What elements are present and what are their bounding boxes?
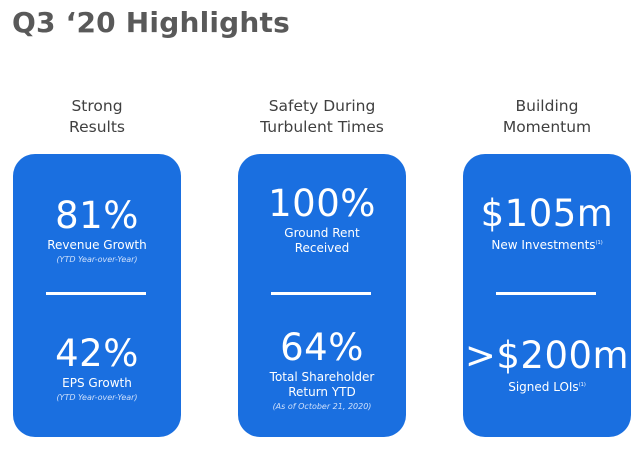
highlight-column-momentum: Building Momentum $105m New Investments(… xyxy=(463,96,631,437)
metric-label-wrapper: New Investments(1) xyxy=(463,236,631,253)
metric-note: (YTD Year-over-Year) xyxy=(56,393,138,402)
metric-new-investments: $105m New Investments(1) xyxy=(463,192,631,253)
metric-note: (As of October 21, 2020) xyxy=(272,402,372,411)
metric-label: Ground Rent Received xyxy=(284,226,360,255)
metric-revenue-growth: 81% Revenue Growth (YTD Year-over-Year) xyxy=(13,194,181,265)
card-divider xyxy=(496,292,596,295)
highlight-column-strong-results: Strong Results 81% Revenue Growth (YTD Y… xyxy=(13,96,181,437)
metric-value: 42% xyxy=(55,332,139,375)
metric-value: $105m xyxy=(480,192,614,235)
slide-title: Q3 ‘20 Highlights xyxy=(12,6,291,39)
metric-label: Revenue Growth xyxy=(47,238,147,252)
metric-value: >$200m xyxy=(464,334,630,377)
column-heading: Safety During Turbulent Times xyxy=(260,97,384,136)
metric-eps-growth: 42% EPS Growth (YTD Year-over-Year) xyxy=(13,332,181,403)
column-heading: Building Momentum xyxy=(502,97,592,136)
highlight-column-safety: Safety During Turbulent Times 100% Groun… xyxy=(238,96,406,437)
metric-label: Total Shareholder Return YTD xyxy=(269,370,375,399)
footnote-marker: (1) xyxy=(578,382,586,388)
metric-value: 64% xyxy=(280,326,364,369)
metric-value: 81% xyxy=(55,194,139,237)
metric-signed-lois: >$200m Signed LOIs(1) xyxy=(463,334,631,395)
metric-label: EPS Growth xyxy=(62,376,132,390)
metric-ground-rent: 100% Ground Rent Received xyxy=(238,182,406,256)
metric-note: (YTD Year-over-Year) xyxy=(56,255,138,264)
metric-label-wrapper: Signed LOIs(1) xyxy=(463,378,631,395)
highlight-card: $105m New Investments(1) >$200m Signed L… xyxy=(463,154,631,437)
metric-label: Signed LOIs xyxy=(508,380,579,394)
card-divider xyxy=(46,292,146,295)
highlight-card: 100% Ground Rent Received 64% Total Shar… xyxy=(238,154,406,437)
footnote-marker: (1) xyxy=(595,240,603,246)
metric-shareholder-return: 64% Total Shareholder Return YTD (As of … xyxy=(238,326,406,412)
metric-label: New Investments xyxy=(491,238,596,252)
column-heading: Strong Results xyxy=(69,97,125,136)
metric-value: 100% xyxy=(268,182,376,225)
card-divider xyxy=(271,292,371,295)
highlight-card: 81% Revenue Growth (YTD Year-over-Year) … xyxy=(13,154,181,437)
